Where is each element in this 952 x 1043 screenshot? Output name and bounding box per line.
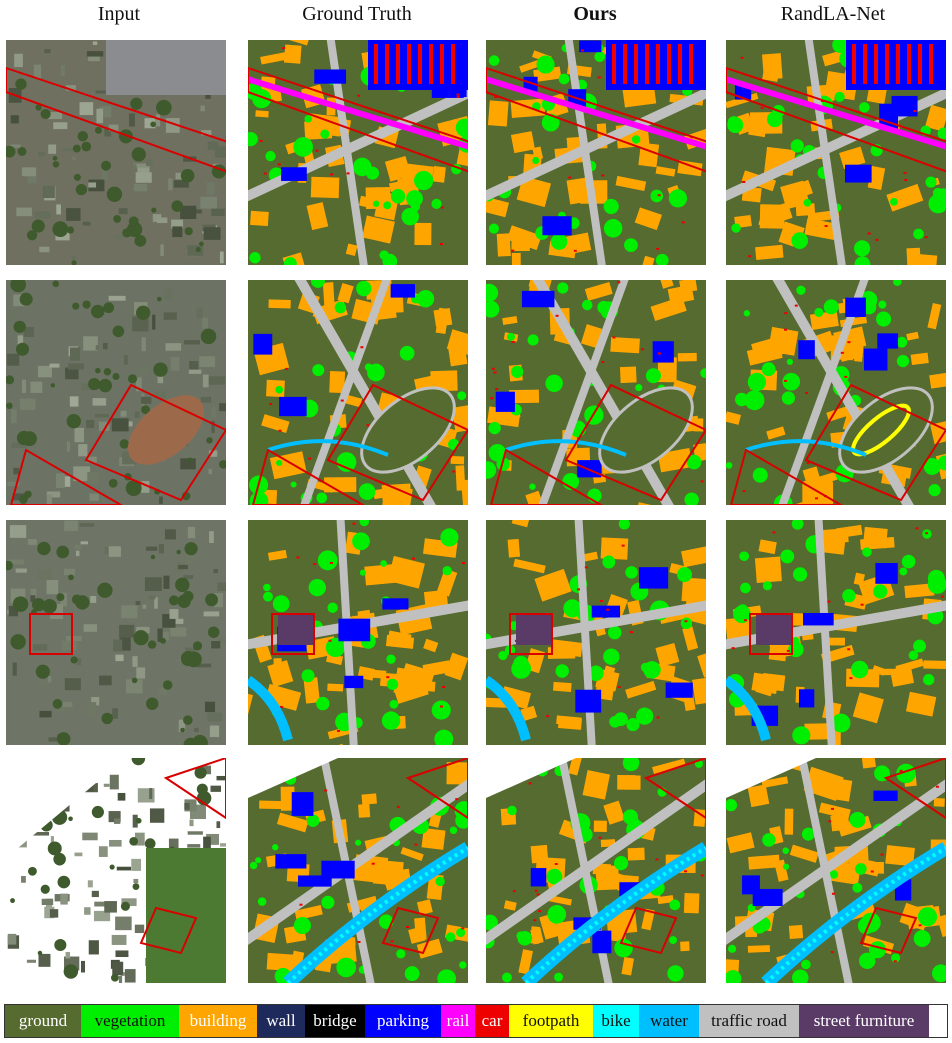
panel-ours-row-4 [486, 758, 706, 983]
legend-item-building: building [179, 1005, 257, 1037]
legend-item-bike: bike [593, 1005, 639, 1037]
legend-item-bridge: bridge [305, 1005, 365, 1037]
panel-input-row-1 [6, 40, 226, 265]
legend-item-vegetation: vegetation [81, 1005, 179, 1037]
legend-item-traffic-road: traffic road [699, 1005, 799, 1037]
legend-item-ground: ground [5, 1005, 81, 1037]
panel-ground-truth-row-4 [248, 758, 468, 983]
panel-input-row-3 [6, 520, 226, 745]
panel-ours-row-2 [486, 280, 706, 505]
segmentation-map [248, 40, 468, 265]
panel-ground-truth-row-3 [248, 520, 468, 745]
column-header-randla-net: RandLA-Net [780, 3, 886, 25]
column-header-input: Input [97, 3, 141, 25]
legend-item-water: water [639, 1005, 699, 1037]
column-header-ground-truth: Ground Truth [302, 3, 412, 25]
segmentation-map [486, 40, 706, 265]
segmentation-map [248, 758, 468, 983]
panel-ground-truth-row-1 [248, 40, 468, 265]
legend-item-street-furniture: street furniture [799, 1005, 929, 1037]
aerial-image [6, 280, 226, 505]
column-header-ours: Ours [573, 3, 617, 25]
panel-input-row-2 [6, 280, 226, 505]
legend-item-footpath: footpath [509, 1005, 593, 1037]
aerial-image [6, 758, 226, 983]
legend-item-car: car [475, 1005, 509, 1037]
class-legend: ground vegetation building wall bridge parkin… [4, 1004, 948, 1038]
segmentation-map [726, 40, 946, 265]
segmentation-map [248, 520, 468, 745]
segmentation-map [486, 520, 706, 745]
panel-ground-truth-row-2 [248, 280, 468, 505]
legend-item-parking: parking [365, 1005, 441, 1037]
aerial-image [6, 40, 226, 265]
segmentation-map [726, 280, 946, 505]
segmentation-map [248, 280, 468, 505]
legend-item-rail: rail [441, 1005, 475, 1037]
segmentation-map [486, 280, 706, 505]
segmentation-map [726, 758, 946, 983]
panel-ours-row-1 [486, 40, 706, 265]
legend-item-wall: wall [257, 1005, 305, 1037]
segmentation-map [726, 520, 946, 745]
panel-randla-net-row-2 [726, 280, 946, 505]
panel-randla-net-row-1 [726, 40, 946, 265]
segmentation-map [486, 758, 706, 983]
panel-input-row-4 [6, 758, 226, 983]
panel-randla-net-row-4 [726, 758, 946, 983]
panel-randla-net-row-3 [726, 520, 946, 745]
aerial-image [6, 520, 226, 745]
panel-ours-row-3 [486, 520, 706, 745]
